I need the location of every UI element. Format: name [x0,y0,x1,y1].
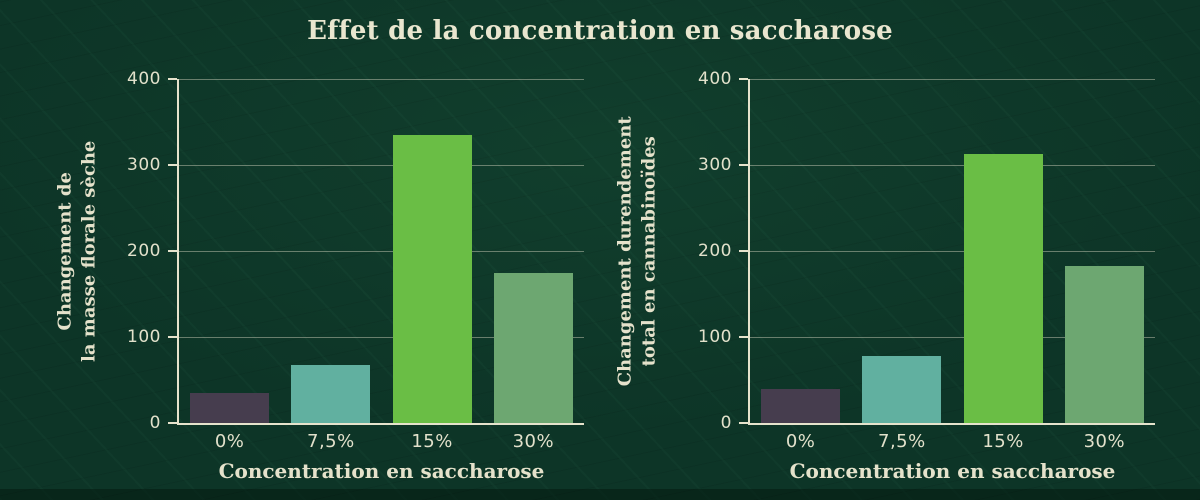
left-y-tick-mark-100 [168,336,177,338]
right-y-axis-title-line1: Changement durendement [614,116,636,386]
left-plot-area: 0 100 200 300 400 0% 7,5% 15% 30% Concen… [127,69,584,483]
left-y-axis-title-line2: la masse florale sèche [79,140,100,362]
right-bar-0pct [761,388,841,423]
right-y-tick-mark-400 [739,78,748,80]
left-y-tick-label-100: 100 [127,327,161,347]
left-y-tick-mark-0 [168,422,177,424]
right-y-tick-mark-300 [739,164,748,166]
left-bar-15pct [392,134,472,423]
right-x-tick-7-5pct: 7,5% [878,431,926,452]
right-bar-30pct [1064,266,1144,423]
left-bars-group [179,79,584,423]
left-x-tick-7-5pct: 7,5% [307,431,355,452]
left-bar-30pct [493,272,573,423]
left-x-axis-title: Concentration en saccharose [218,459,545,483]
left-y-axis-title-line1: Changement de [54,171,76,331]
right-x-axis-title: Concentration en saccharose [789,459,1116,483]
right-y-tick-label-200: 200 [698,241,732,261]
right-bar-7-5pct [862,355,942,423]
right-y-axis-title-line2: total en cannabinoïdes [639,135,660,367]
chart-title: Effet de la concentration en saccharose [307,16,893,46]
right-y-tick-mark-100 [739,336,748,338]
right-y-axis-title: Changement durendement total en cannabin… [608,79,668,423]
left-y-tick-mark-400 [168,78,177,80]
right-y-tick-label-100: 100 [698,327,732,347]
right-y-tick-label-400: 400 [698,69,732,89]
left-y-axis-title: Changement de la masse florale sèche [48,79,108,423]
right-plot-area: 0 100 200 300 400 0% 7,5% 15% 30% Concen… [698,69,1155,483]
right-bars-group [750,79,1155,423]
right-y-tick-label-0: 0 [720,413,732,433]
left-y-tick-mark-300 [168,164,177,166]
right-y-tick-mark-0 [739,422,748,424]
right-x-tick-30pct: 30% [1083,431,1126,452]
left-x-tick-labels: 0% 7,5% 15% 30% [179,431,584,452]
left-y-tick-label-0: 0 [149,413,161,433]
left-y-tick-mark-200 [168,250,177,252]
right-x-tick-0pct: 0% [785,431,816,452]
left-bar-0pct [190,392,270,423]
left-x-tick-0pct: 0% [214,431,245,452]
left-x-tick-15pct: 15% [411,431,453,452]
right-y-tick-mark-200 [739,250,748,252]
right-x-tick-labels: 0% 7,5% 15% 30% [750,431,1155,452]
left-bar-7-5pct [291,365,371,423]
right-x-tick-15pct: 15% [982,431,1024,452]
left-y-tick-label-400: 400 [127,69,161,89]
left-y-tick-label-300: 300 [127,155,161,175]
right-bar-15pct [963,153,1043,423]
right-y-tick-label-300: 300 [698,155,732,175]
left-y-tick-label-200: 200 [127,241,161,261]
left-x-tick-30pct: 30% [512,431,555,452]
